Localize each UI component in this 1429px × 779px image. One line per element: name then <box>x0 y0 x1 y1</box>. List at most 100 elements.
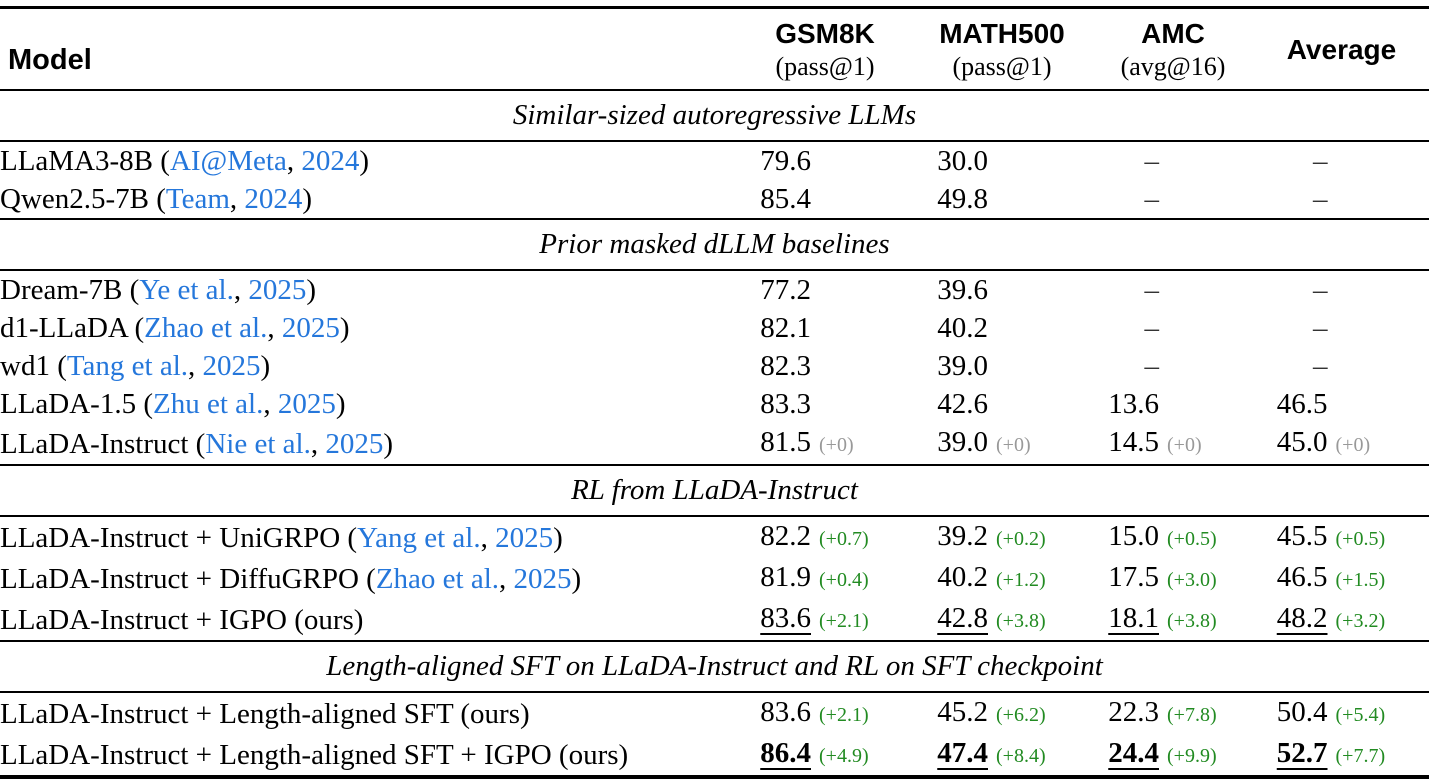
score-value: 52.7 <box>1276 737 1328 769</box>
citation-link[interactable]: 2025 <box>281 312 340 344</box>
table-row: LLaDA-Instruct + IGPO (ours) 83.6 (+2.1) 42… <box>0 599 1429 641</box>
score-delta: (+0.7) <box>819 528 869 550</box>
header-cell-gsm8k: GSM8K (pass@1) <box>738 7 912 91</box>
empty-dash: – <box>1144 350 1160 382</box>
section-title: Length-aligned SFT on LLaDA-Instruct and… <box>0 640 1429 693</box>
score-cell: 42.6 <box>912 385 1092 423</box>
score-delta: (+9.9) <box>1167 745 1217 767</box>
score-cell: 81.5 (+0) <box>738 423 912 465</box>
empty-dash: – <box>1313 312 1328 344</box>
citation-link[interactable]: Zhu et al. <box>153 388 264 420</box>
score-cell: 39.0 (+0) <box>912 423 1092 465</box>
table-row: d1-LLaDA (Zhao et al., 2025) 82.1 40.2 – – <box>0 309 1429 347</box>
citation-link[interactable]: 2024 <box>244 183 303 215</box>
score-cell: 77.2 <box>738 270 912 309</box>
model-cell: LLaDA-Instruct + Length-aligned SFT + IG… <box>0 734 738 777</box>
column-sublabel: (pass@1) <box>775 52 875 81</box>
score-delta: (+0) <box>996 434 1031 456</box>
citation-link[interactable]: Tang et al. <box>66 350 189 382</box>
empty-dash: – <box>1144 145 1160 177</box>
score-value: 48.2 <box>1276 602 1328 634</box>
score-cell: 30.0 <box>912 141 1092 180</box>
citation-link[interactable]: 2025 <box>202 350 261 382</box>
model-text: ) <box>335 388 346 420</box>
column-sublabel: (pass@1) <box>952 52 1052 81</box>
score-value: 81.5 <box>760 426 811 458</box>
citation-link[interactable]: 2025 <box>248 274 307 306</box>
score-value: 77.2 <box>760 274 811 306</box>
model-text: LLaMA3-8B ( <box>0 145 170 177</box>
model-text: LLaDA-Instruct + Length-aligned SFT (our… <box>0 697 530 730</box>
score-value: 83.6 <box>760 696 811 728</box>
score-delta: (+0.5) <box>1335 528 1386 550</box>
model-text: ) <box>553 521 563 554</box>
header-cell-amc: AMC (avg@16) <box>1092 7 1254 91</box>
model-text: ) <box>302 183 313 215</box>
citation-link[interactable]: 2025 <box>277 388 336 420</box>
model-text: LLaDA-1.5 ( <box>0 388 154 420</box>
table-row: Qwen2.5-7B (Team, 2024) 85.4 49.8 – – <box>0 180 1429 219</box>
score-delta: (+3.2) <box>1335 610 1386 632</box>
table-row: LLaDA-Instruct + DiffuGRPO (Zhao et al.,… <box>0 558 1429 599</box>
score-value: 49.8 <box>937 183 988 215</box>
model-text: , <box>310 427 326 460</box>
score-value: 83.6 <box>760 602 811 634</box>
model-text: LLaDA-Instruct ( <box>0 427 206 460</box>
table-row: Dream-7B (Ye et al., 2025) 77.2 39.6 – – <box>0 270 1429 309</box>
score-value: 45.2 <box>937 696 988 728</box>
citation-link[interactable]: 2024 <box>301 145 360 177</box>
citation-link[interactable]: 2025 <box>513 562 572 595</box>
model-text: ) <box>260 350 271 382</box>
score-cell: – <box>1092 309 1254 347</box>
citation-link[interactable]: 2025 <box>325 427 384 460</box>
score-cell: 85.4 <box>738 180 912 219</box>
model-text: , <box>267 312 282 344</box>
score-delta: (+3.8) <box>1167 610 1217 632</box>
empty-dash: – <box>1313 350 1328 382</box>
section-title: Prior masked dLLM baselines <box>0 218 1429 271</box>
score-value: 39.0 <box>937 350 988 382</box>
score-cell: 13.6 <box>1092 385 1254 423</box>
score-cell: – <box>1092 141 1254 180</box>
score-delta: (+6.2) <box>996 704 1046 726</box>
model-text: , <box>480 521 496 554</box>
score-value: 50.4 <box>1276 696 1328 728</box>
score-cell: 83.3 <box>738 385 912 423</box>
score-cell: 50.4 (+5.4) <box>1254 692 1429 734</box>
score-value: 22.3 <box>1108 696 1159 728</box>
score-delta: (+1.5) <box>1335 569 1386 591</box>
citation-link[interactable]: Zhao et al. <box>375 562 500 595</box>
score-value: 85.4 <box>760 183 811 215</box>
table-row: LLaDA-Instruct + Length-aligned SFT (our… <box>0 692 1429 734</box>
score-value: 39.6 <box>937 274 988 306</box>
score-cell: 39.2 (+0.2) <box>912 516 1092 558</box>
citation-link[interactable]: 2025 <box>495 521 554 554</box>
score-value: 40.2 <box>937 561 988 593</box>
score-cell: 47.4 (+8.4) <box>912 734 1092 777</box>
citation-link[interactable]: Nie et al. <box>205 427 311 460</box>
citation-link[interactable]: Team <box>165 183 230 215</box>
score-value: 39.0 <box>937 426 988 458</box>
score-cell: 52.7 (+7.7) <box>1254 734 1429 777</box>
model-text: Qwen2.5-7B ( <box>0 183 166 215</box>
citation-link[interactable]: Ye et al. <box>139 274 234 306</box>
score-value: 82.1 <box>760 312 811 344</box>
score-value: 47.4 <box>937 737 988 769</box>
section-title-row: Prior masked dLLM baselines <box>0 218 1429 271</box>
citation-link[interactable]: AI@Meta <box>169 145 287 177</box>
model-text: ) <box>306 274 317 306</box>
score-cell: – <box>1254 309 1429 347</box>
score-cell: 24.4 (+9.9) <box>1092 734 1254 777</box>
citation-link[interactable]: Yang et al. <box>357 521 481 554</box>
score-cell: 22.3 (+7.8) <box>1092 692 1254 734</box>
column-label: Model <box>8 44 92 76</box>
score-value: 15.0 <box>1108 520 1159 552</box>
citation-link[interactable]: Zhao et al. <box>144 312 268 344</box>
score-cell: 49.8 <box>912 180 1092 219</box>
score-cell: 45.5 (+0.5) <box>1254 516 1429 558</box>
score-cell: – <box>1254 270 1429 309</box>
score-value: 40.2 <box>937 312 988 344</box>
score-value: 46.5 <box>1276 388 1328 420</box>
score-cell: 86.4 (+4.9) <box>738 734 912 777</box>
model-text: LLaDA-Instruct + DiffuGRPO ( <box>0 562 376 595</box>
